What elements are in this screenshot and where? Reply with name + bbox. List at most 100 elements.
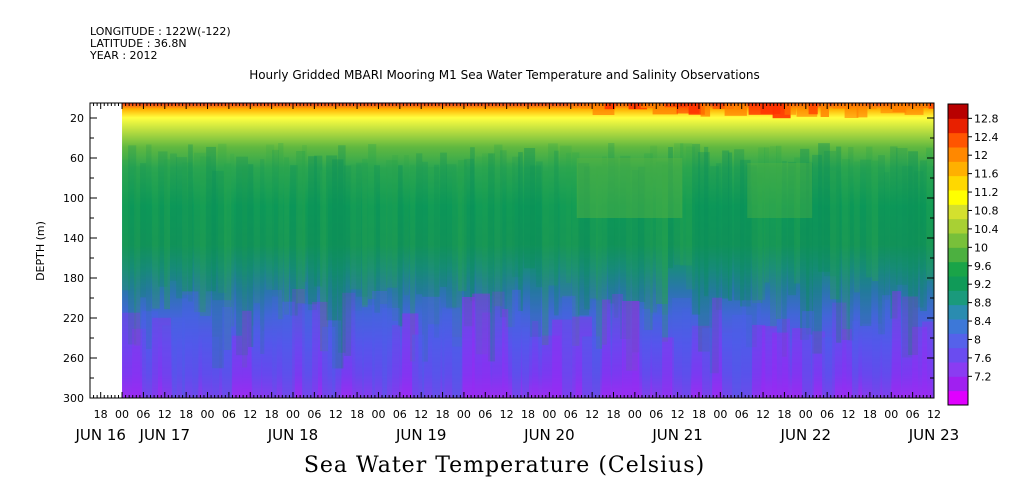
texture-band [890, 146, 898, 319]
texture-band [656, 161, 668, 304]
colorbar-swatch [948, 104, 968, 119]
texture-band [428, 167, 440, 325]
texture-band [572, 152, 580, 346]
texture-band [622, 301, 640, 398]
texture-band [222, 307, 233, 398]
texture-band [554, 150, 559, 316]
texture-band [172, 317, 185, 398]
texture-band [392, 325, 400, 398]
x-tick-label: 12 [671, 408, 685, 421]
colorbar-label: 9.6 [974, 260, 992, 273]
x-tick-label: 06 [478, 408, 492, 421]
texture-band [824, 150, 836, 277]
x-day-label: JUN 20 [523, 426, 574, 444]
temperature-gradient [122, 103, 934, 398]
texture-band [628, 103, 647, 110]
y-tick-label: 220 [63, 312, 84, 325]
texture-band [254, 167, 260, 304]
texture-band [662, 337, 674, 398]
texture-band [722, 332, 742, 398]
colorbar-label: 12.8 [974, 112, 999, 125]
texture-band [762, 326, 777, 398]
texture-band [404, 155, 409, 296]
x-tick-label: 18 [692, 408, 706, 421]
texture-band [747, 163, 813, 218]
texture-band [616, 103, 637, 107]
colorbar-swatch [948, 276, 968, 291]
texture-band [902, 296, 918, 398]
texture-band [844, 103, 859, 118]
texture-band [868, 103, 877, 110]
texture-band [434, 164, 440, 338]
texture-band [772, 332, 789, 398]
texture-band [712, 103, 734, 110]
texture-band [380, 167, 388, 305]
texture-band [644, 153, 653, 331]
texture-band [224, 163, 232, 350]
x-tick-label: 06 [649, 408, 663, 421]
texture-band [252, 325, 262, 398]
texture-band [732, 314, 752, 398]
texture-band [212, 170, 224, 369]
texture-band [832, 103, 852, 109]
x-tick-label: 12 [414, 408, 428, 421]
texture-band [412, 334, 425, 398]
texture-band [590, 168, 598, 299]
texture-band [372, 291, 388, 398]
texture-band [752, 172, 763, 304]
texture-band [492, 291, 505, 398]
texture-band [532, 321, 539, 398]
x-tick-label: 12 [329, 408, 343, 421]
texture-band [740, 159, 751, 307]
texture-band [932, 299, 934, 398]
y-tick-label: 100 [63, 192, 84, 205]
chart-title: Hourly Gridded MBARI Mooring M1 Sea Wate… [249, 68, 760, 82]
colorbar-swatch [948, 347, 968, 363]
texture-band [782, 318, 790, 398]
colorbar-swatch [948, 247, 968, 263]
texture-band [560, 145, 572, 298]
texture-band [512, 289, 521, 398]
texture-band [506, 162, 515, 328]
texture-band [278, 143, 284, 320]
texture-band [236, 156, 248, 356]
x-tick-label: 06 [222, 408, 236, 421]
x-tick-label: 06 [906, 408, 920, 421]
texture-band [452, 171, 462, 347]
texture-band [432, 326, 445, 398]
x-tick-label: 12 [585, 408, 599, 421]
texture-band [792, 328, 811, 398]
texture-band [146, 144, 152, 350]
texture-band [700, 103, 711, 117]
colorbar-swatch [948, 261, 968, 277]
texture-band [602, 299, 611, 398]
x-tick-label: 12 [158, 408, 172, 421]
colorbar-swatch [948, 132, 968, 148]
texture-band [410, 164, 416, 362]
x-tick-label: 18 [606, 408, 620, 421]
texture-band [382, 308, 400, 398]
texture-band [200, 156, 211, 317]
texture-band [472, 293, 490, 398]
texture-band [698, 152, 710, 352]
texture-band [322, 326, 336, 398]
texture-band [650, 145, 658, 313]
texture-band [852, 321, 859, 398]
texture-band [884, 172, 890, 300]
texture-band [182, 162, 193, 295]
texture-band [462, 297, 475, 398]
texture-band [164, 159, 170, 310]
texture-band [688, 103, 705, 115]
y-tick-label: 20 [70, 112, 84, 125]
y-tick-label: 300 [63, 392, 84, 405]
texture-band [152, 171, 160, 309]
texture-band [242, 310, 252, 398]
texture-band [632, 170, 640, 353]
x-tick-label: 00 [713, 408, 727, 421]
colorbar-swatch [948, 233, 968, 248]
texture-band [302, 304, 318, 398]
x-tick-label: 00 [286, 408, 300, 421]
texture-band [818, 143, 830, 272]
texture-band [760, 103, 781, 114]
texture-band [488, 153, 495, 362]
